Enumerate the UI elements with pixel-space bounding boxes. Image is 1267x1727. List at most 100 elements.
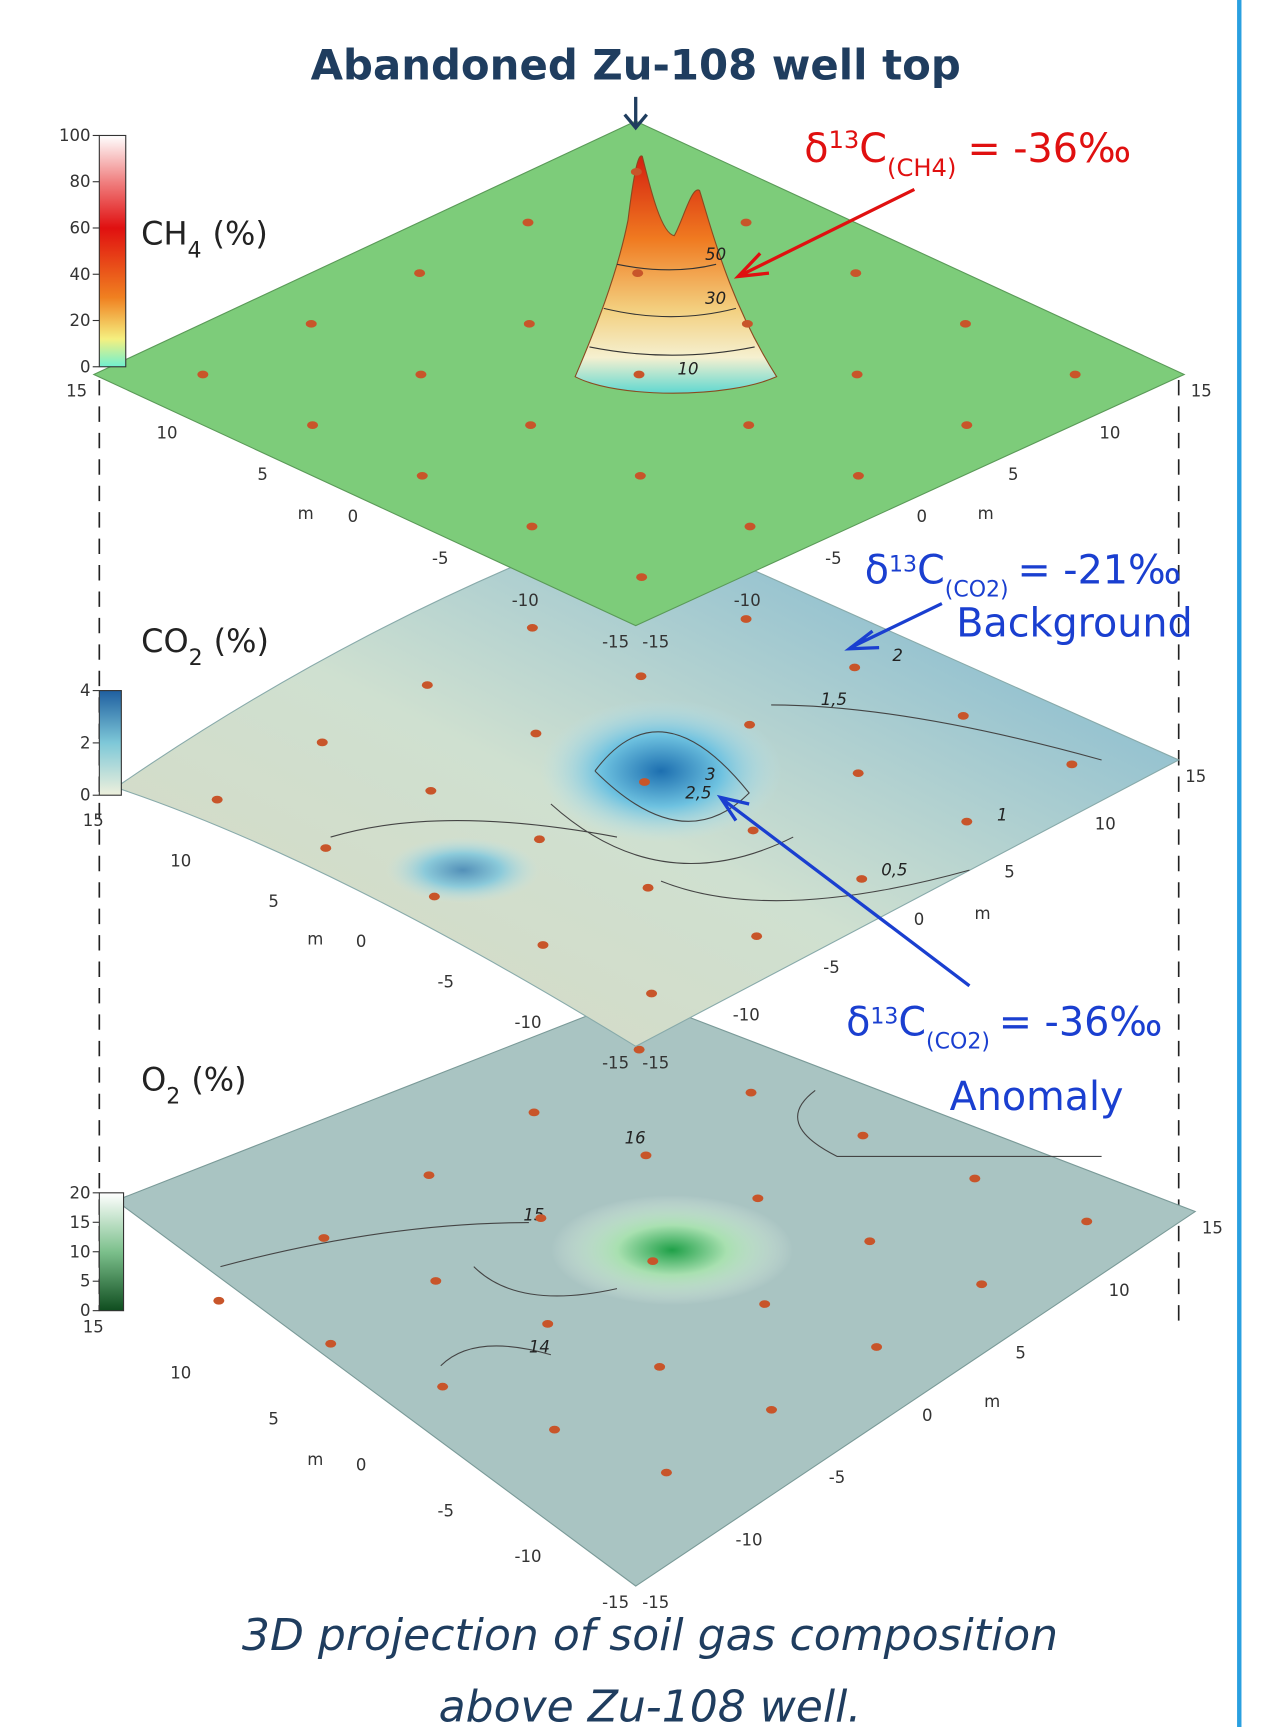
- axis-tick-label: 0: [922, 1406, 933, 1425]
- sample-point: [958, 712, 969, 720]
- axis-tick-label: -15: [642, 1053, 669, 1072]
- axis-tick-label: -5: [829, 1468, 845, 1487]
- sample-point: [417, 472, 428, 480]
- colorbar-tick-label: 0: [80, 357, 91, 376]
- axis-tick-label: -10: [512, 591, 539, 610]
- axis-tick-label: 10: [170, 1364, 191, 1383]
- axis-tick-label: 15: [66, 382, 87, 401]
- sample-point: [752, 1194, 763, 1202]
- sample-point: [526, 523, 537, 531]
- layer-label: CO2(%): [141, 622, 269, 670]
- sample-point: [522, 219, 533, 227]
- axis-tick-label: 10: [170, 851, 191, 870]
- sample-point: [850, 269, 861, 277]
- axis-tick-label: -15: [602, 1053, 629, 1072]
- o2-anomaly: [551, 1195, 793, 1305]
- sample-point: [746, 1089, 757, 1097]
- contour-label: 14: [529, 1338, 550, 1357]
- sample-point: [744, 721, 755, 729]
- ch4-colorbar: [99, 135, 125, 366]
- layer-label: CH4(%): [141, 215, 268, 263]
- axis-tick-label: -10: [736, 1531, 763, 1550]
- sample-point: [318, 1234, 329, 1242]
- axis-tick-label: 10: [157, 423, 178, 442]
- annotation: δ13C(CH4)= -36‰: [804, 126, 1131, 182]
- sample-point: [640, 1152, 651, 1160]
- axis-tick-label: -10: [734, 591, 761, 610]
- sample-point: [212, 796, 223, 804]
- sample-point: [745, 523, 756, 531]
- sample-point: [631, 168, 642, 176]
- sample-point: [527, 624, 538, 632]
- axis-tick-label: 10: [1109, 1281, 1130, 1300]
- sample-point: [849, 664, 860, 672]
- sample-point: [961, 818, 972, 826]
- axis-tick-label: -5: [825, 549, 841, 568]
- sample-point: [976, 1280, 987, 1288]
- sample-point: [437, 1383, 448, 1391]
- sample-point: [534, 835, 545, 843]
- title: Abandoned Zu-108 well top: [311, 40, 961, 89]
- sample-point: [636, 573, 647, 581]
- axis-tick-label: -5: [438, 973, 454, 992]
- colorbar-tick-label: 0: [80, 786, 91, 805]
- axis-tick-label: 0: [917, 507, 928, 526]
- sample-point: [525, 421, 536, 429]
- sample-point: [661, 1469, 672, 1477]
- contour-label: 16: [625, 1128, 646, 1147]
- sample-point: [535, 1214, 546, 1222]
- sample-point: [524, 320, 535, 328]
- axis-tick-label: 15: [1191, 382, 1212, 401]
- sample-point: [430, 1277, 441, 1285]
- sample-point: [307, 421, 318, 429]
- annotation: δ13C(CO2)= -21‰: [865, 548, 1181, 603]
- sample-point: [741, 615, 752, 623]
- sample-point: [647, 1257, 658, 1265]
- contour-label: 0,5: [881, 861, 907, 880]
- sample-point: [429, 893, 440, 901]
- sample-point: [306, 320, 317, 328]
- sample-point: [317, 738, 328, 746]
- contour-label: 1,5: [821, 690, 847, 709]
- sample-point: [864, 1237, 875, 1245]
- sample-point: [759, 1300, 770, 1308]
- sample-point: [634, 1046, 645, 1054]
- annotation-note: Background: [956, 601, 1192, 647]
- sample-point: [748, 827, 759, 835]
- sample-point: [742, 320, 753, 328]
- axis-tick-label: -5: [432, 549, 448, 568]
- axis-tick-label: 0: [348, 507, 359, 526]
- colorbar-tick-label: 4: [80, 681, 91, 700]
- sample-point: [320, 844, 331, 852]
- axis-tick-label: 0: [356, 932, 367, 951]
- colorbar-tick-label: 100: [59, 126, 91, 145]
- sample-point: [856, 875, 867, 883]
- axis-tick-label: 0: [356, 1455, 367, 1474]
- contour-label: 1: [997, 806, 1008, 825]
- sample-point: [853, 769, 864, 777]
- axis-tick-label: 5: [257, 465, 268, 484]
- axis-tick-label: -5: [438, 1501, 454, 1520]
- colorbar-tick-label: 2: [80, 733, 91, 752]
- axis-tick-label: 15: [83, 1318, 104, 1337]
- sample-point: [422, 681, 433, 689]
- axis-tick-label: -15: [642, 633, 669, 652]
- axis-unit: m: [307, 1450, 323, 1469]
- axis-tick-label: -10: [515, 1013, 542, 1032]
- sample-point: [852, 371, 863, 379]
- sample-point: [634, 371, 645, 379]
- axis-tick-label: 5: [268, 1409, 279, 1428]
- co2-anomaly: [386, 837, 540, 903]
- contour-label: 50: [705, 245, 726, 264]
- sample-point: [743, 421, 754, 429]
- axis-tick-label: -10: [515, 1547, 542, 1566]
- axis-tick-label: 0: [914, 910, 925, 929]
- layer-label: O2(%): [141, 1060, 246, 1109]
- colorbar-tick-label: 20: [69, 1183, 90, 1202]
- colorbar-tick-label: 5: [80, 1272, 91, 1291]
- axis-tick-label: 5: [268, 892, 279, 911]
- sample-point: [643, 884, 654, 892]
- axis-unit: m: [978, 504, 994, 523]
- annotation: δ13C(CO2)= -36‰: [846, 999, 1162, 1053]
- sample-point: [646, 990, 657, 998]
